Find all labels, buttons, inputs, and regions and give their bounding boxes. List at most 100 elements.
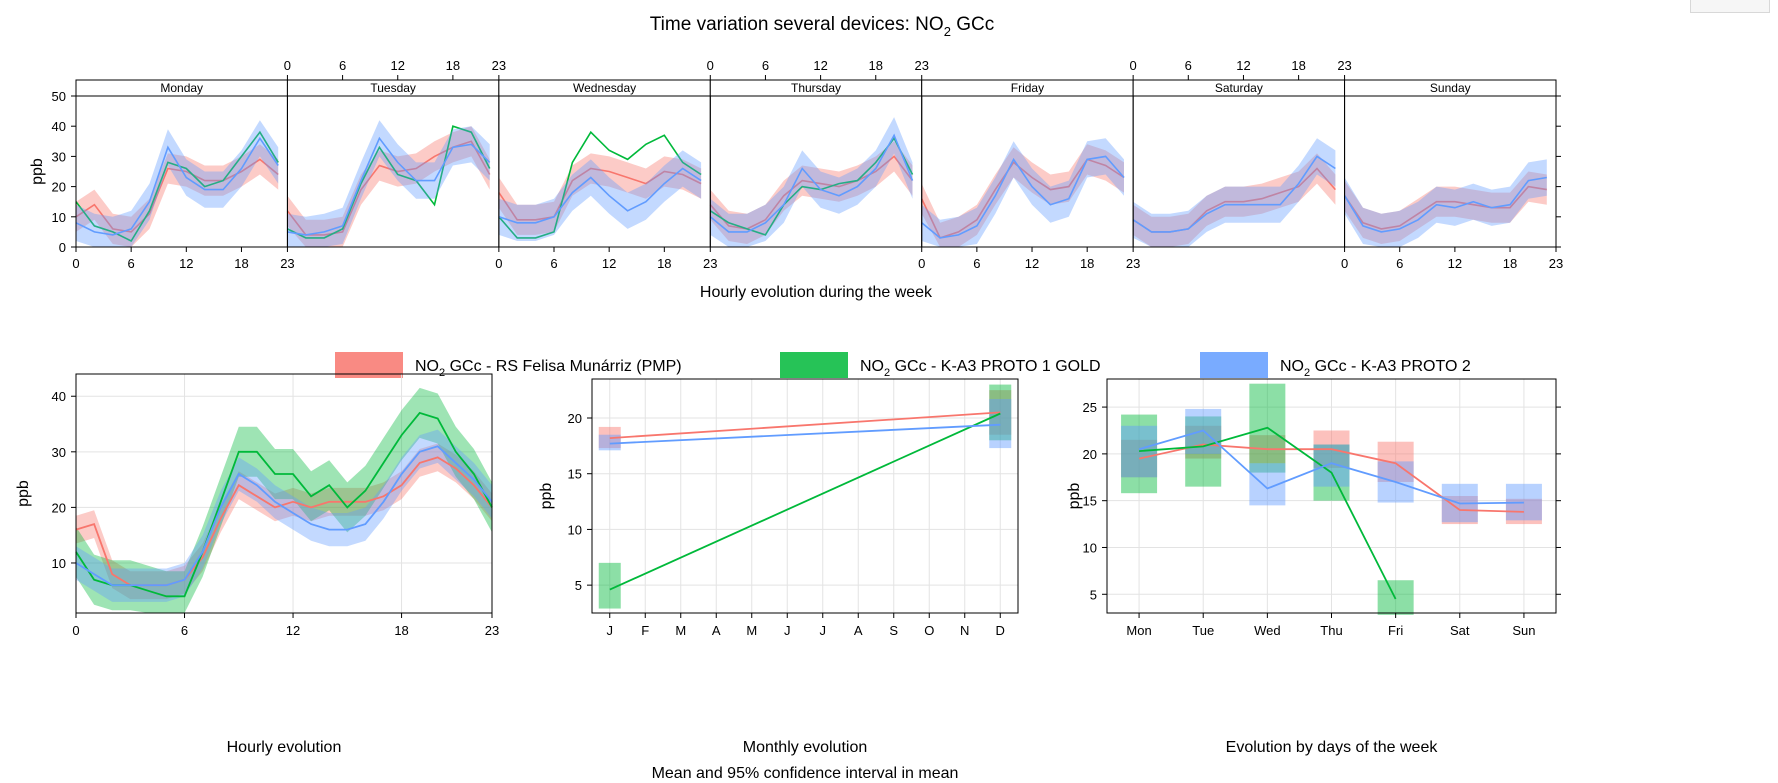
x-tick-label: 6 <box>550 256 557 271</box>
y-tick-label: 40 <box>52 119 66 134</box>
x-tick-label: 23 <box>280 256 294 271</box>
y-tick-label: 20 <box>52 180 66 195</box>
x-tick-label: 12 <box>1025 256 1039 271</box>
x-tick-label: Sat <box>1450 623 1470 638</box>
confidence-band <box>1133 153 1336 247</box>
y-tick-label: 5 <box>1090 587 1097 602</box>
x-tick-label: M <box>746 623 757 638</box>
legend-label-2: NO2 GCc - K-A3 PROTO 1 GOLD <box>860 358 1101 379</box>
x-tick-label: 0 <box>72 256 79 271</box>
y-axis-label: ppb <box>29 158 46 185</box>
x-tick-label: 18 <box>869 58 883 73</box>
x-tick-label: 12 <box>286 623 300 638</box>
confidence-band <box>1133 138 1336 247</box>
weekday-chart: 5 10 15 20 25 Mon Tue Wed Thu Fri Sat Sun ppb Evoluti… <box>1066 378 1561 756</box>
y-tick-label: 10 <box>568 522 582 537</box>
x-tick-label: 23 <box>1549 256 1563 271</box>
y-tick-label: 30 <box>52 149 66 164</box>
x-tick-label: 18 <box>446 58 460 73</box>
legend-item-3: NO2 GCc - K-A3 PROTO 2 <box>1200 352 1471 379</box>
figure-title: Time variation several devices: NO2 GCc <box>650 14 994 39</box>
x-tick-label: S <box>889 623 898 638</box>
hourly-chart: 10 20 30 40 0 6 12 18 23 ppb Hourly evolution <box>15 373 499 756</box>
y-tick-label: 15 <box>1083 494 1097 509</box>
x-tick-label: 6 <box>128 256 135 271</box>
x-tick-label: 6 <box>973 256 980 271</box>
x-tick-label: 23 <box>1126 256 1140 271</box>
confidence-band <box>76 120 279 247</box>
x-tick-label: Fri <box>1388 623 1403 638</box>
confidence-band <box>287 120 490 247</box>
x-tick-label: 23 <box>914 58 928 73</box>
confidence-band <box>921 144 1124 247</box>
series-line <box>1343 176 1547 233</box>
series-line <box>1138 429 1524 505</box>
x-tick-label: 23 <box>703 256 717 271</box>
chart-subtitle: Mean and 95% confidence interval in mean <box>652 765 959 782</box>
confidence-band <box>710 117 913 247</box>
confidence-band <box>498 153 702 235</box>
x-tick-label: 0 <box>72 623 79 638</box>
x-tick-label: 12 <box>602 256 616 271</box>
x-axis-label: Monthly evolution <box>743 739 868 756</box>
y-axis-label: ppb <box>538 483 555 510</box>
x-tick-label: 12 <box>813 58 827 73</box>
series-line <box>1343 185 1547 230</box>
y-tick-label: 20 <box>568 411 582 426</box>
ci-box <box>1121 414 1158 494</box>
y-tick-label: 30 <box>52 445 66 460</box>
x-axis-label: Hourly evolution <box>227 739 342 756</box>
x-tick-label: 0 <box>707 58 714 73</box>
x-tick-label: Thu <box>1320 623 1342 638</box>
confidence-band <box>921 138 1124 247</box>
y-tick-label: 50 <box>52 89 66 104</box>
panel-strip-label: Wednesday <box>573 81 636 95</box>
series-line <box>498 167 702 224</box>
panel-strip-label: Tuesday <box>370 81 416 95</box>
confidence-band <box>76 387 492 613</box>
x-tick-label: Mon <box>1126 623 1151 638</box>
x-tick-label: 12 <box>1236 58 1250 73</box>
series-line <box>287 136 491 236</box>
x-axis-label: Hourly evolution during the week <box>700 284 933 301</box>
x-tick-label: 18 <box>1291 58 1305 73</box>
y-tick-label: 10 <box>52 556 66 571</box>
legend-swatch-3 <box>1200 352 1268 378</box>
series-line <box>609 412 1001 591</box>
x-tick-label: 23 <box>492 58 506 73</box>
series-line <box>498 130 702 239</box>
ci-box <box>989 399 1012 449</box>
series-line <box>75 411 493 598</box>
series-line <box>709 136 914 236</box>
legend-label-1: NO2 GCc - RS Felisa Munárriz (PMP) <box>415 358 682 379</box>
x-tick-label: Sun <box>1512 623 1535 638</box>
x-tick-label: 23 <box>1337 58 1351 73</box>
y-axis-label: ppb <box>1066 483 1083 510</box>
x-axis-label: Evolution by days of the week <box>1226 739 1439 756</box>
x-tick-label: A <box>712 623 721 638</box>
x-tick-label: 0 <box>918 256 925 271</box>
legend-swatch-2 <box>780 352 848 378</box>
x-tick-label: 6 <box>1396 256 1403 271</box>
y-tick-label: 10 <box>52 210 66 225</box>
confidence-band <box>76 144 279 247</box>
ci-box <box>1313 444 1350 487</box>
plot-frame <box>75 373 493 614</box>
legend-item-2: NO2 GCc - K-A3 PROTO 1 GOLD <box>780 352 1101 379</box>
corner-tab <box>1690 0 1770 13</box>
x-tick-label: 23 <box>485 623 499 638</box>
series-line <box>287 125 491 239</box>
panel-strip-label: Monday <box>160 81 203 95</box>
panel-strip-label: Friday <box>1011 81 1044 95</box>
y-tick-label: 20 <box>1083 447 1097 462</box>
series-line <box>1139 426 1397 600</box>
x-tick-label: 12 <box>1448 256 1462 271</box>
series-line <box>75 158 279 233</box>
y-tick-label: 0 <box>59 240 66 255</box>
series-line <box>1132 155 1336 233</box>
x-tick-label: O <box>924 623 934 638</box>
legend-label-3: NO2 GCc - K-A3 PROTO 2 <box>1280 358 1471 379</box>
panel-strip-label: Thursday <box>791 81 841 95</box>
